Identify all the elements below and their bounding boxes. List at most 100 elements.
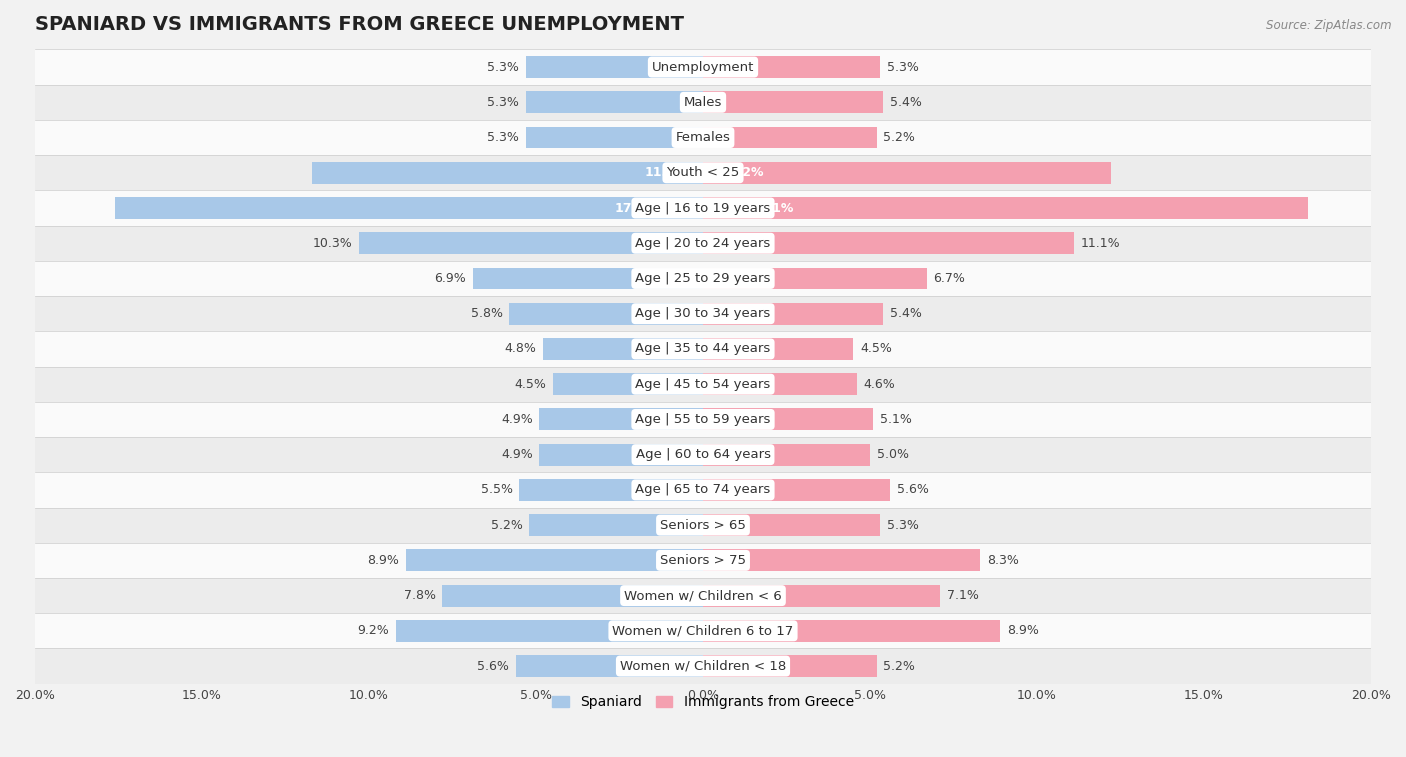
Bar bbox=[529, 514, 703, 536]
Bar bbox=[35, 366, 1371, 402]
Text: 4.6%: 4.6% bbox=[863, 378, 896, 391]
Bar bbox=[703, 655, 877, 677]
Bar bbox=[35, 472, 1371, 507]
Text: Unemployment: Unemployment bbox=[652, 61, 754, 73]
Text: Age | 20 to 24 years: Age | 20 to 24 years bbox=[636, 237, 770, 250]
Text: 5.4%: 5.4% bbox=[890, 96, 922, 109]
Text: Age | 25 to 29 years: Age | 25 to 29 years bbox=[636, 272, 770, 285]
Text: 8.3%: 8.3% bbox=[987, 554, 1019, 567]
Bar bbox=[553, 373, 703, 395]
Bar bbox=[703, 409, 873, 430]
Text: 4.9%: 4.9% bbox=[501, 448, 533, 461]
Bar bbox=[703, 338, 853, 360]
Text: 5.1%: 5.1% bbox=[880, 413, 912, 426]
Text: Age | 45 to 54 years: Age | 45 to 54 years bbox=[636, 378, 770, 391]
Text: 8.9%: 8.9% bbox=[367, 554, 399, 567]
Bar bbox=[703, 56, 880, 78]
Bar bbox=[35, 191, 1371, 226]
Bar bbox=[35, 507, 1371, 543]
Text: 4.8%: 4.8% bbox=[505, 342, 536, 356]
Text: 5.2%: 5.2% bbox=[491, 519, 523, 531]
Text: 5.6%: 5.6% bbox=[897, 484, 928, 497]
Bar bbox=[703, 373, 856, 395]
Bar bbox=[406, 550, 703, 572]
Text: 5.3%: 5.3% bbox=[887, 61, 918, 73]
Text: Women w/ Children < 6: Women w/ Children < 6 bbox=[624, 589, 782, 602]
Legend: Spaniard, Immigrants from Greece: Spaniard, Immigrants from Greece bbox=[547, 690, 859, 715]
Text: 11.7%: 11.7% bbox=[644, 167, 688, 179]
Text: 5.0%: 5.0% bbox=[877, 448, 908, 461]
Bar bbox=[35, 49, 1371, 85]
Bar bbox=[509, 303, 703, 325]
Bar bbox=[543, 338, 703, 360]
Text: 11.1%: 11.1% bbox=[1080, 237, 1121, 250]
Text: Seniors > 65: Seniors > 65 bbox=[659, 519, 747, 531]
Text: Males: Males bbox=[683, 96, 723, 109]
Bar bbox=[526, 126, 703, 148]
Bar bbox=[359, 232, 703, 254]
Bar bbox=[35, 120, 1371, 155]
Text: 10.3%: 10.3% bbox=[312, 237, 353, 250]
Text: Youth < 25: Youth < 25 bbox=[666, 167, 740, 179]
Text: 6.7%: 6.7% bbox=[934, 272, 966, 285]
Bar bbox=[703, 620, 1000, 642]
Bar bbox=[443, 584, 703, 606]
Bar bbox=[526, 56, 703, 78]
Text: 5.8%: 5.8% bbox=[471, 307, 502, 320]
Text: 5.3%: 5.3% bbox=[488, 61, 519, 73]
Text: 9.2%: 9.2% bbox=[357, 625, 389, 637]
Text: 5.2%: 5.2% bbox=[883, 131, 915, 144]
Bar bbox=[540, 409, 703, 430]
Bar bbox=[35, 296, 1371, 332]
Text: 5.4%: 5.4% bbox=[890, 307, 922, 320]
Bar bbox=[312, 162, 703, 184]
Text: Age | 35 to 44 years: Age | 35 to 44 years bbox=[636, 342, 770, 356]
Text: SPANIARD VS IMMIGRANTS FROM GREECE UNEMPLOYMENT: SPANIARD VS IMMIGRANTS FROM GREECE UNEMP… bbox=[35, 15, 683, 34]
Text: 7.8%: 7.8% bbox=[404, 589, 436, 602]
Text: Age | 65 to 74 years: Age | 65 to 74 years bbox=[636, 484, 770, 497]
Bar bbox=[703, 92, 883, 114]
Bar bbox=[35, 613, 1371, 649]
Bar bbox=[519, 479, 703, 501]
Bar bbox=[35, 332, 1371, 366]
Bar bbox=[703, 126, 877, 148]
Bar bbox=[472, 267, 703, 289]
Bar bbox=[35, 649, 1371, 684]
Text: Seniors > 75: Seniors > 75 bbox=[659, 554, 747, 567]
Bar bbox=[115, 197, 703, 219]
Bar bbox=[35, 85, 1371, 120]
Text: 12.2%: 12.2% bbox=[721, 167, 763, 179]
Bar bbox=[35, 437, 1371, 472]
Text: 5.3%: 5.3% bbox=[488, 96, 519, 109]
Text: 8.9%: 8.9% bbox=[1007, 625, 1039, 637]
Text: 5.3%: 5.3% bbox=[887, 519, 918, 531]
Text: 17.6%: 17.6% bbox=[614, 201, 658, 214]
Bar bbox=[703, 444, 870, 466]
Bar bbox=[35, 261, 1371, 296]
Text: Women w/ Children < 18: Women w/ Children < 18 bbox=[620, 659, 786, 672]
Bar bbox=[703, 162, 1111, 184]
Bar bbox=[35, 578, 1371, 613]
Bar bbox=[35, 226, 1371, 261]
Bar bbox=[703, 232, 1074, 254]
Bar bbox=[703, 514, 880, 536]
Text: Age | 60 to 64 years: Age | 60 to 64 years bbox=[636, 448, 770, 461]
Text: 5.3%: 5.3% bbox=[488, 131, 519, 144]
Bar bbox=[703, 197, 1308, 219]
Text: 4.9%: 4.9% bbox=[501, 413, 533, 426]
Bar bbox=[35, 402, 1371, 437]
Bar bbox=[703, 267, 927, 289]
Bar bbox=[703, 303, 883, 325]
Bar bbox=[540, 444, 703, 466]
Bar bbox=[35, 155, 1371, 191]
Text: Age | 30 to 34 years: Age | 30 to 34 years bbox=[636, 307, 770, 320]
Bar bbox=[526, 92, 703, 114]
Text: 4.5%: 4.5% bbox=[515, 378, 546, 391]
Bar bbox=[703, 584, 941, 606]
Text: Age | 16 to 19 years: Age | 16 to 19 years bbox=[636, 201, 770, 214]
Text: 4.5%: 4.5% bbox=[860, 342, 891, 356]
Bar bbox=[35, 543, 1371, 578]
Text: 6.9%: 6.9% bbox=[434, 272, 465, 285]
Bar bbox=[516, 655, 703, 677]
Bar bbox=[703, 550, 980, 572]
